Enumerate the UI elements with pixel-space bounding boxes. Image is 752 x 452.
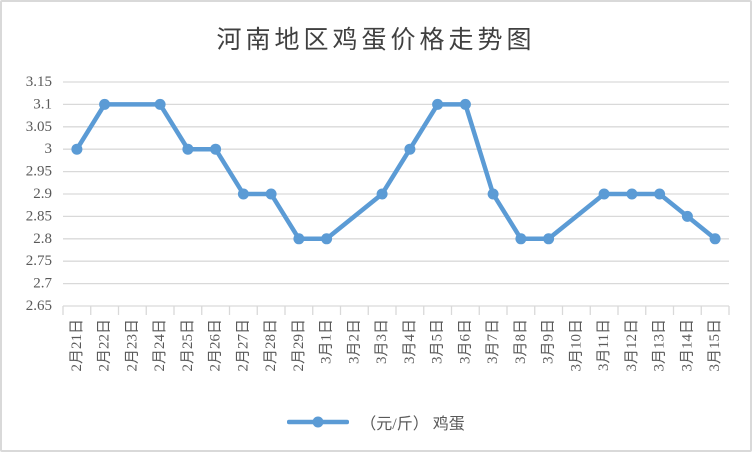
x-tick-label: 3月9日 [541,319,557,364]
data-point-marker [543,233,555,245]
data-point-marker [99,98,111,110]
chart-title: 河南地区鸡蛋价格走势图 [216,27,536,54]
x-tick-label: 3月11日 [596,319,612,371]
x-tick-label: 2月28日 [263,319,279,372]
x-tick-label: 3月2日 [346,319,362,364]
data-point-marker [598,188,610,200]
x-tick-label: 3月7日 [485,319,501,364]
x-tick-label: 3月15日 [707,319,723,372]
legend-label: （元/斤） 鸡蛋 [360,416,465,433]
legend: （元/斤） 鸡蛋 [2,408,750,436]
data-point-marker [182,143,194,155]
x-tick-label: 2月29日 [291,319,307,372]
data-point-marker [71,143,83,155]
x-tick-label: 3月4日 [402,319,418,364]
y-tick-label: 3 [45,141,53,157]
x-tick-label: 2月24日 [152,319,168,372]
y-tick-label: 2.95 [26,164,52,180]
x-tick-label: 3月14日 [679,319,695,372]
x-tick-label: 3月8日 [513,319,529,364]
x-tick-label: 3月6日 [457,319,473,364]
x-tick-label: 2月25日 [180,319,196,372]
data-point-marker [404,143,416,155]
data-point-marker [210,143,222,155]
x-tick-label: 3月3日 [374,319,390,364]
legend-line-marker-icon [287,416,350,428]
x-tick-label: 2月27日 [235,319,251,372]
data-point-marker [432,98,444,110]
data-point-marker [376,188,388,200]
x-tick-label: 3月13日 [652,319,668,372]
x-tick-label: 2月22日 [97,319,113,372]
data-point-marker [293,233,305,245]
y-tick-label: 2.7 [33,276,52,292]
data-point-marker [681,210,693,222]
y-tick-label: 2.75 [26,253,52,269]
x-tick-label: 3月10日 [568,319,584,372]
legend-marker [312,416,324,428]
y-tick-label: 2.65 [26,298,52,314]
y-tick-label: 3.15 [26,74,52,90]
y-tick-label: 2.9 [33,186,52,202]
x-tick-label: 2月21日 [69,319,85,372]
x-tick-label: 3月12日 [624,319,640,372]
data-point-marker [321,233,333,245]
y-tick-label: 3.1 [33,96,52,112]
y-tick-label: 2.8 [33,231,52,247]
x-tick-label: 3月1日 [319,319,335,364]
x-tick-label: 3月5日 [430,319,446,364]
x-tick-label: 2月26日 [208,319,224,372]
y-tick-label: 3.05 [26,119,52,135]
data-point-marker [154,98,166,110]
data-point-marker [487,188,499,200]
data-point-marker [237,188,249,200]
data-point-marker [626,188,638,200]
data-point-marker [515,233,527,245]
data-point-marker [654,188,666,200]
data-point-marker [459,98,471,110]
y-tick-label: 2.85 [26,208,52,224]
data-point-marker [265,188,277,200]
data-point-marker [709,233,721,245]
x-tick-label: 2月23日 [124,319,140,372]
